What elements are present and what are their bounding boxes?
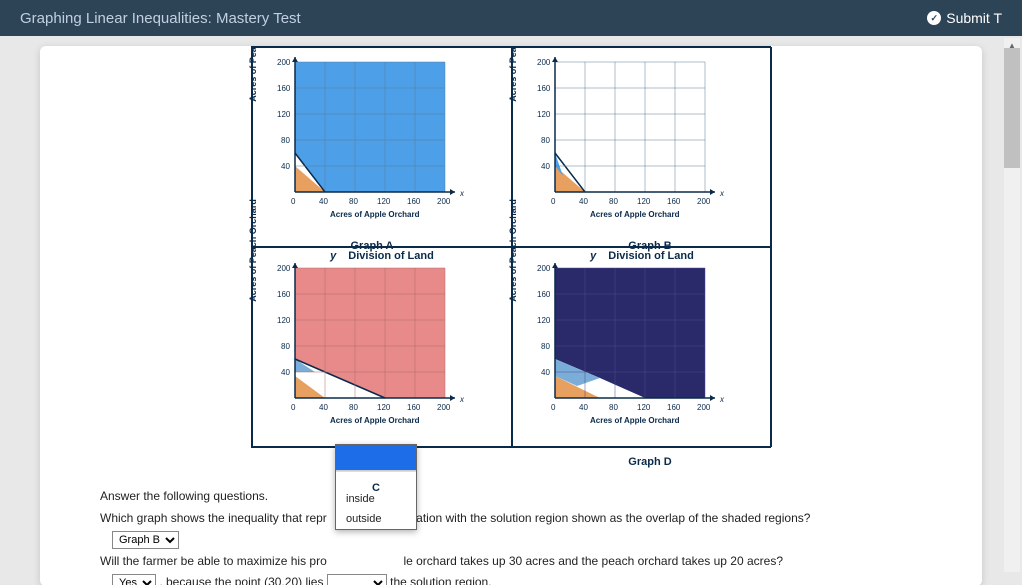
- svg-text:160: 160: [407, 197, 421, 206]
- page-title: Graphing Linear Inequalities: Mastery Te…: [20, 10, 301, 27]
- svg-text:200: 200: [437, 197, 451, 206]
- svg-text:Acres of Apple Orchard: Acres of Apple Orchard: [590, 416, 680, 425]
- svg-text:40: 40: [319, 197, 328, 206]
- chart-cell-a: Acres of Peach Orchard: [252, 47, 512, 247]
- svg-text:0: 0: [551, 403, 556, 412]
- questions-block: Answer the following questions. Which gr…: [100, 486, 922, 585]
- svg-text:200: 200: [697, 403, 711, 412]
- q1-text-a: Which graph shows the inequality that re…: [100, 511, 327, 525]
- content-panel: Acres of Peach Orchard: [40, 46, 982, 585]
- svg-text:40: 40: [281, 368, 290, 377]
- chart-subtitle: yDivision of Land: [590, 250, 694, 262]
- submit-button[interactable]: ✓ Submit T: [927, 10, 1002, 26]
- svg-text:120: 120: [637, 403, 651, 412]
- svg-text:80: 80: [281, 342, 290, 351]
- scrollbar-thumb[interactable]: [1004, 48, 1020, 168]
- charts-grid: Acres of Peach Orchard: [251, 46, 771, 448]
- y-axis-label: Acres of Peach Orchard: [248, 46, 258, 102]
- svg-text:40: 40: [579, 403, 588, 412]
- svg-text:Acres of Apple Orchard: Acres of Apple Orchard: [330, 416, 420, 425]
- svg-text:Acres of Apple Orchard: Acres of Apple Orchard: [590, 210, 680, 219]
- svg-text:x: x: [459, 395, 465, 404]
- svg-text:0: 0: [291, 403, 296, 412]
- svg-text:120: 120: [637, 197, 651, 206]
- svg-text:0: 0: [291, 197, 296, 206]
- svg-text:160: 160: [277, 290, 291, 299]
- chart-cell-c: yDivision of Land Acres of Peach Orchard: [252, 247, 512, 447]
- svg-text:80: 80: [541, 342, 550, 351]
- svg-text:120: 120: [377, 197, 391, 206]
- svg-text:x: x: [459, 189, 465, 198]
- questions-intro: Answer the following questions.: [100, 486, 922, 508]
- dropdown-option-inside[interactable]: inside: [336, 489, 396, 509]
- svg-text:80: 80: [541, 136, 550, 145]
- graph-d-svg: x 40 80 120 160 200 0 40 80 120 160 200 Acres of …: [517, 252, 767, 427]
- chart-cell-d: yDivision of Land Acres of Peach Orchard: [512, 247, 772, 447]
- svg-text:40: 40: [281, 162, 290, 171]
- svg-text:120: 120: [277, 110, 291, 119]
- svg-text:160: 160: [667, 403, 681, 412]
- svg-text:40: 40: [319, 403, 328, 412]
- svg-text:120: 120: [537, 316, 551, 325]
- svg-text:160: 160: [277, 84, 291, 93]
- svg-text:Acres of Apple Orchard: Acres of Apple Orchard: [330, 210, 420, 219]
- chart-subtitle: yDivision of Land: [330, 250, 434, 262]
- svg-text:200: 200: [537, 58, 551, 67]
- svg-text:160: 160: [537, 84, 551, 93]
- q2-text-a: Will the farmer be able to maximize his …: [100, 554, 327, 568]
- svg-text:160: 160: [537, 290, 551, 299]
- svg-text:40: 40: [579, 197, 588, 206]
- svg-text:200: 200: [437, 403, 451, 412]
- y-axis-label: Acres of Peach Orchard: [508, 46, 518, 102]
- dropdown-option-outside[interactable]: outside: [336, 509, 396, 529]
- svg-text:80: 80: [349, 403, 358, 412]
- svg-text:x: x: [719, 189, 725, 198]
- dropdown-blank-selected[interactable]: [336, 445, 416, 471]
- svg-text:200: 200: [277, 264, 291, 273]
- svg-text:0: 0: [551, 197, 556, 206]
- content-background: Acres of Peach Orchard: [0, 36, 1022, 585]
- svg-text:160: 160: [667, 197, 681, 206]
- q2-text-b: le orchard takes up 30 acres and the pea…: [403, 554, 783, 568]
- y-axis-label: Acres of Peach Orchard: [248, 199, 258, 302]
- svg-text:80: 80: [609, 197, 618, 206]
- q2-select-region[interactable]: [327, 574, 387, 585]
- scrollbar-track[interactable]: ▲: [1004, 38, 1020, 572]
- q1-select-graph[interactable]: Graph B: [112, 531, 179, 549]
- graph-a-svg: x 40 80 120 160 200 0 40 80 120 160 200 Acres of …: [257, 52, 507, 227]
- svg-text:80: 80: [609, 403, 618, 412]
- svg-text:80: 80: [281, 136, 290, 145]
- graph-c-svg: x 40 80 120 160 200 0 40 80 120 160 200 Acres of …: [257, 252, 507, 427]
- chart-cell-b: Acres of Peach Orchard: [512, 47, 772, 247]
- graph-b-svg: x 40 80 120 160 200 0 40 80 120 160 200 Acres of …: [517, 52, 767, 227]
- y-axis-label: Acres of Peach Orchard: [508, 199, 518, 302]
- check-icon: ✓: [927, 11, 941, 25]
- svg-text:200: 200: [277, 58, 291, 67]
- svg-text:40: 40: [541, 162, 550, 171]
- q2-end-text: the solution region.: [390, 575, 491, 585]
- q1-text-b: ituation with the solution region shown …: [403, 511, 810, 525]
- svg-text:200: 200: [537, 264, 551, 273]
- svg-text:200: 200: [697, 197, 711, 206]
- svg-text:80: 80: [349, 197, 358, 206]
- svg-text:120: 120: [377, 403, 391, 412]
- svg-text:120: 120: [277, 316, 291, 325]
- dropdown-menu-open: C inside outside: [335, 444, 417, 530]
- graph-c-label-in-menu: C: [372, 482, 380, 494]
- q2-select-yesno[interactable]: Yes: [112, 574, 156, 585]
- svg-text:160: 160: [407, 403, 421, 412]
- q2-mid-text: , because the point (30,20) lies: [159, 575, 323, 585]
- submit-label: Submit T: [946, 10, 1002, 26]
- app-header: Graphing Linear Inequalities: Mastery Te…: [0, 0, 1022, 36]
- svg-text:x: x: [719, 395, 725, 404]
- svg-text:120: 120: [537, 110, 551, 119]
- svg-text:40: 40: [541, 368, 550, 377]
